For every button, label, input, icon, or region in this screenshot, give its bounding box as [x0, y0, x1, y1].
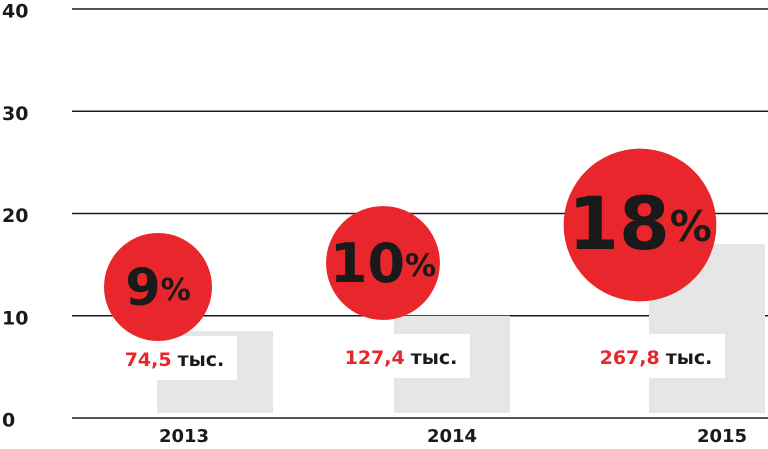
- count-unit: тыс.: [666, 347, 713, 369]
- share-label: 18%: [568, 182, 712, 267]
- share-number: 18: [568, 182, 670, 267]
- share-number: 9: [125, 259, 161, 318]
- count-unit: тыс.: [178, 349, 225, 371]
- share-unit: %: [161, 273, 191, 308]
- count-unit: тыс.: [411, 347, 458, 369]
- share-bubble: [326, 206, 440, 320]
- share-unit: %: [670, 202, 712, 251]
- share-unit: %: [405, 248, 436, 284]
- y-tick-label: 40: [2, 1, 28, 23]
- share-label: 10%: [330, 232, 436, 295]
- count-value: 127,4: [345, 347, 405, 369]
- y-tick-label: 20: [2, 205, 28, 227]
- share-label: 9%: [125, 259, 191, 318]
- y-tick-label: 0: [2, 410, 15, 432]
- y-tick-label: 10: [2, 307, 28, 329]
- share-bubble: [104, 233, 212, 341]
- label-box: [587, 334, 725, 378]
- count-label: 267,8 тыс.: [600, 347, 713, 369]
- x-tick-label: 2014: [427, 426, 477, 447]
- x-tick-label: 2013: [159, 426, 209, 447]
- label-box: [112, 336, 237, 380]
- share-bubble: [563, 148, 717, 302]
- x-tick-label: 2015: [697, 426, 747, 447]
- count-value: 267,8: [600, 347, 660, 369]
- y-tick-label: 30: [2, 103, 28, 125]
- count-label: 127,4 тыс.: [345, 347, 458, 369]
- count-value: 74,5: [125, 349, 172, 371]
- label-box: [332, 334, 470, 378]
- share-number: 10: [330, 232, 405, 295]
- count-label: 74,5 тыс.: [125, 349, 225, 371]
